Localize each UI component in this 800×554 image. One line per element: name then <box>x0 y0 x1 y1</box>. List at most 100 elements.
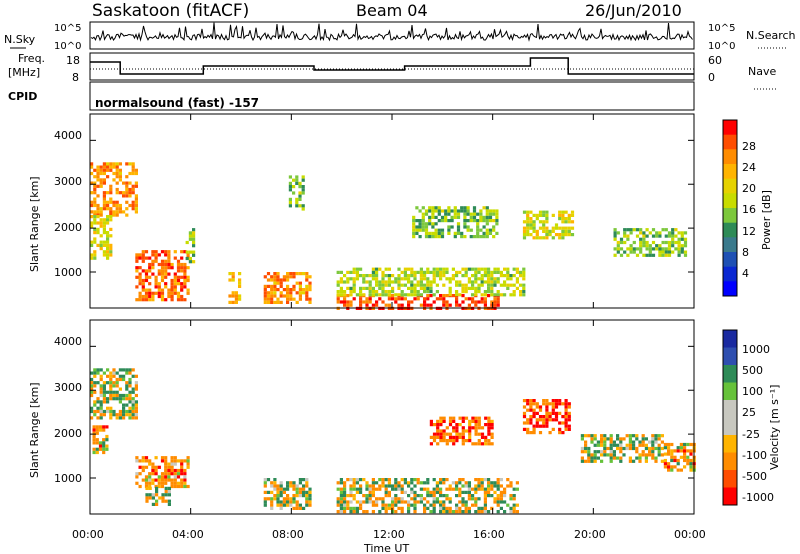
heatmap-cell <box>680 250 684 254</box>
heatmap-cell <box>522 277 526 281</box>
heatmap-cell <box>545 217 549 221</box>
heatmap-cell <box>192 253 196 257</box>
power-ytick-1000: 1000 <box>54 266 82 279</box>
heatmap-cell <box>128 381 132 385</box>
heatmap-cell <box>134 194 138 198</box>
heatmap-cell <box>487 416 491 420</box>
heatmap-cell <box>655 244 659 248</box>
heatmap-cell <box>663 462 667 466</box>
heatmap-cell <box>453 212 457 216</box>
heatmap-cell <box>426 267 430 271</box>
heatmap-cell <box>164 465 168 469</box>
heatmap-cell <box>99 374 103 378</box>
heatmap-cell <box>413 283 417 287</box>
heatmap-cell <box>387 490 391 494</box>
heatmap-cell <box>424 225 429 229</box>
heatmap-cell <box>419 277 423 281</box>
heatmap-cell <box>503 274 507 278</box>
heatmap-cell <box>460 206 464 210</box>
heatmap-cell <box>362 280 366 284</box>
heatmap-cell <box>673 465 677 469</box>
heatmap-cell <box>619 247 624 251</box>
heatmap-cell <box>102 165 106 169</box>
heatmap-cell <box>499 293 503 297</box>
heatmap-cell <box>167 462 171 466</box>
heatmap-cell <box>645 247 649 251</box>
heatmap-cell <box>273 291 277 295</box>
heatmap-cell <box>644 446 648 451</box>
heatmap-cell <box>93 256 97 260</box>
heatmap-cell <box>548 431 552 435</box>
heatmap-cell <box>600 443 604 447</box>
heatmap-cell <box>467 487 471 491</box>
heatmap-cell <box>439 423 443 427</box>
heatmap-cell <box>545 213 549 217</box>
noise-right-tick-top: 10^5 <box>708 23 735 34</box>
heatmap-cell <box>173 472 177 476</box>
heatmap-cell <box>151 462 155 466</box>
heatmap-cell <box>92 425 96 429</box>
heatmap-cell <box>464 416 469 420</box>
heatmap-cell <box>554 411 559 415</box>
heatmap-cell <box>407 300 411 304</box>
heatmap-cell <box>423 277 427 281</box>
heatmap-cell <box>371 478 375 482</box>
heatmap-cell <box>352 277 356 281</box>
heatmap-cell <box>368 487 372 491</box>
heatmap-cell <box>134 381 138 385</box>
heatmap-cell <box>635 434 639 438</box>
heatmap-cell <box>125 200 129 204</box>
heatmap-cell <box>400 283 404 287</box>
heatmap-cell <box>362 500 366 504</box>
heatmap-cell <box>660 459 664 463</box>
heatmap-cell <box>407 280 411 284</box>
heatmap-cell <box>522 293 526 297</box>
heatmap-cell <box>90 377 94 382</box>
heatmap-cell <box>144 256 149 260</box>
heatmap-cell <box>467 277 471 281</box>
heatmap-cell <box>391 290 395 294</box>
heatmap-cell <box>292 178 296 182</box>
heatmap-cell <box>154 278 158 283</box>
heatmap-cell <box>238 294 242 298</box>
heatmap-cell <box>102 231 106 235</box>
heatmap-cell <box>644 437 648 441</box>
heatmap-cell <box>102 207 106 211</box>
heatmap-cell <box>96 207 100 211</box>
heatmap-cell <box>134 393 138 398</box>
heatmap-cell <box>419 497 423 501</box>
heatmap-cell <box>346 300 350 304</box>
heatmap-cell <box>564 402 568 406</box>
heatmap-cell <box>439 506 443 510</box>
heatmap-cell <box>164 462 168 466</box>
heatmap-cell <box>157 478 161 482</box>
heatmap-cell <box>170 472 174 476</box>
heatmap-cell <box>452 439 456 443</box>
heatmap-cell <box>435 481 439 485</box>
heatmap-cell <box>496 500 500 504</box>
heatmap-cell <box>673 458 677 463</box>
heatmap-cell <box>106 218 110 222</box>
velocity-cbar-label-25: 25 <box>742 406 756 419</box>
heatmap-cell <box>445 270 449 274</box>
heatmap-cell <box>455 510 459 514</box>
heatmap-cell <box>170 462 174 466</box>
heatmap-cell <box>432 267 436 271</box>
heatmap-cell <box>96 178 100 182</box>
heatmap-cell <box>590 453 594 457</box>
heatmap-cell <box>488 212 493 216</box>
heatmap-cell <box>138 472 142 476</box>
heatmap-cell <box>167 490 171 494</box>
heatmap-cell <box>188 234 192 238</box>
heatmap-cell <box>109 218 113 222</box>
heatmap-cell <box>122 210 126 214</box>
heatmap-cell <box>279 506 283 510</box>
heatmap-cell <box>131 368 135 372</box>
heatmap-cell <box>302 288 306 292</box>
heatmap-cell <box>397 267 401 271</box>
heatmap-cell <box>480 280 484 284</box>
heatmap-cell <box>308 300 312 304</box>
heatmap-cell <box>432 274 436 278</box>
heatmap-cell <box>115 200 119 204</box>
heatmap-cell <box>336 300 340 304</box>
